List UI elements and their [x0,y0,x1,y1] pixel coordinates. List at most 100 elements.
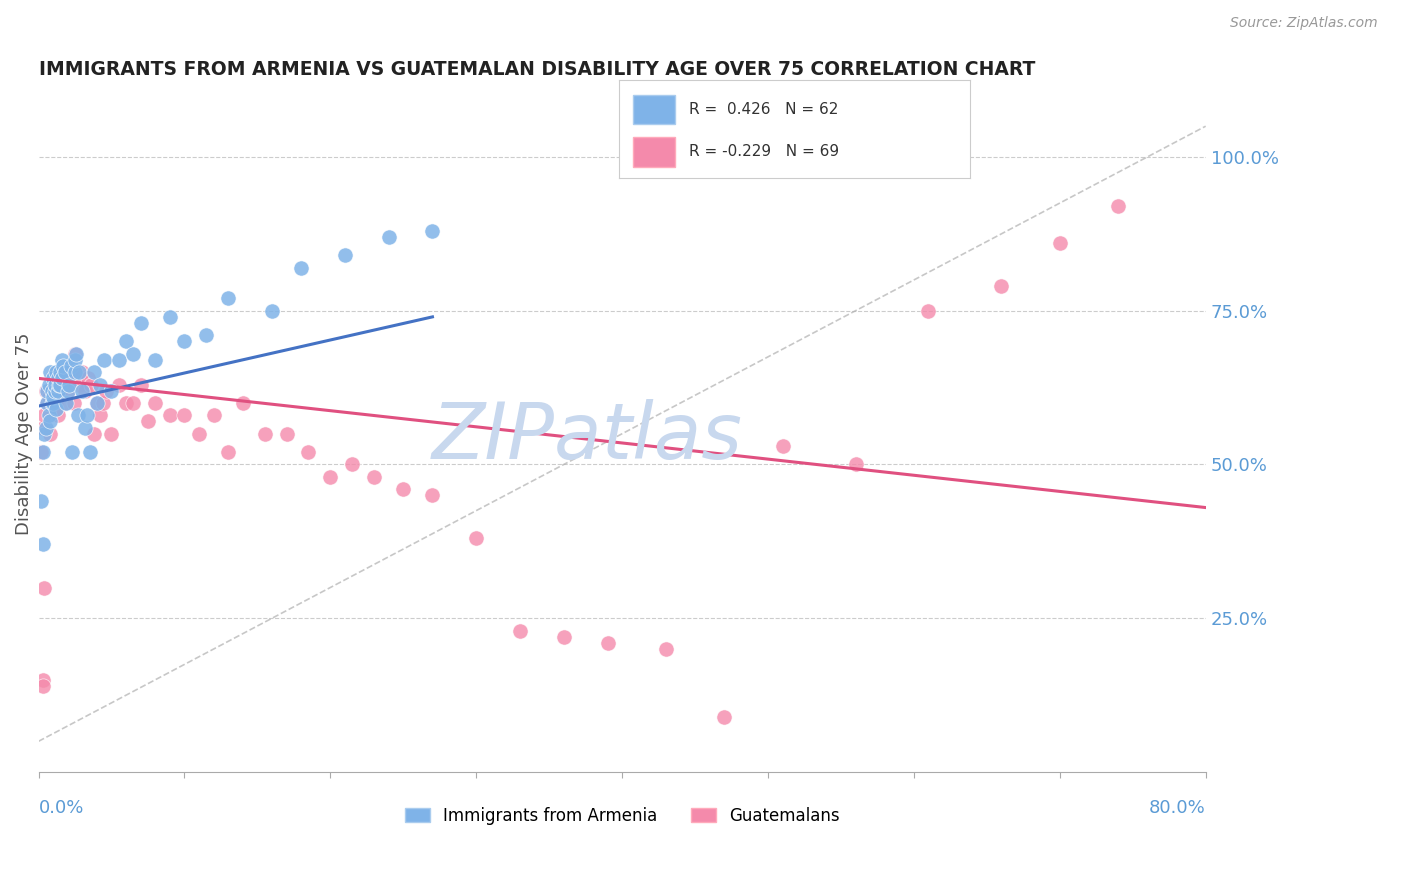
Point [655,642,678,657]
Point [52,359,75,373]
Point [86,396,108,410]
Point [48,365,70,379]
Text: Source: ZipAtlas.com: Source: ZipAtlas.com [1230,16,1378,29]
Point [129,377,152,392]
Point [34,581,56,595]
Legend: Immigrants from Armenia, Guatemalans: Immigrants from Armenia, Guatemalans [398,800,846,831]
FancyBboxPatch shape [633,95,675,124]
Point [173,334,195,349]
Point [49,384,72,398]
Point [129,316,152,330]
Point [63,353,86,368]
Point [1049,235,1071,250]
Point [51,377,73,392]
Point [42,396,65,410]
Point [30,494,52,508]
Point [65,347,87,361]
Point [56,384,79,398]
Point [159,409,181,423]
Point [41,396,63,410]
Point [91,396,114,410]
Y-axis label: Disability Age Over 75: Disability Age Over 75 [15,333,32,535]
Point [48,377,70,392]
Point [1107,199,1129,213]
Point [107,353,129,368]
Point [75,420,97,434]
Point [202,409,225,423]
Point [990,279,1012,293]
Point [122,396,145,410]
Point [38,409,60,423]
Point [63,347,86,361]
Point [38,377,60,392]
Point [51,371,73,385]
Point [56,384,79,398]
Point [94,384,117,398]
Point [100,384,122,398]
Point [107,377,129,392]
Point [217,292,239,306]
Point [79,445,101,459]
Point [89,409,111,423]
Point [53,365,76,379]
Point [35,420,58,434]
Point [37,396,59,410]
Point [35,384,58,398]
Point [32,420,55,434]
Point [45,365,67,379]
Point [392,482,415,496]
Point [58,377,80,392]
Point [34,409,56,423]
Point [44,384,66,398]
FancyBboxPatch shape [633,137,675,167]
Point [89,377,111,392]
Point [32,679,55,693]
Point [67,377,90,392]
Point [188,426,211,441]
Point [297,445,319,459]
Point [39,426,62,441]
Point [377,230,399,244]
Point [42,371,65,385]
Point [232,396,254,410]
Point [253,426,276,441]
Point [80,377,103,392]
Point [83,365,105,379]
Point [143,353,166,368]
Point [46,384,69,398]
Text: R = -0.229   N = 69: R = -0.229 N = 69 [689,145,839,160]
Point [44,402,66,417]
Point [772,439,794,453]
Point [46,409,69,423]
Point [65,371,87,385]
Point [39,365,62,379]
Point [55,377,77,392]
Point [217,445,239,459]
Point [553,630,575,644]
Point [72,384,94,398]
Point [39,414,62,428]
Point [276,426,298,441]
Point [115,334,138,349]
Point [49,365,72,379]
Point [93,353,115,368]
Point [465,531,488,545]
Text: R =  0.426   N = 62: R = 0.426 N = 62 [689,103,838,117]
Point [42,384,65,398]
Point [42,390,65,404]
Text: ZIPatlas: ZIPatlas [432,399,742,475]
Point [60,445,83,459]
Point [844,458,866,472]
Point [143,396,166,410]
Point [55,396,77,410]
Point [34,426,56,441]
Point [41,384,63,398]
Point [66,409,89,423]
Point [173,409,195,423]
Point [75,384,97,398]
Point [917,303,939,318]
Point [38,390,60,404]
Point [41,396,63,410]
Point [59,365,82,379]
Point [63,365,86,379]
